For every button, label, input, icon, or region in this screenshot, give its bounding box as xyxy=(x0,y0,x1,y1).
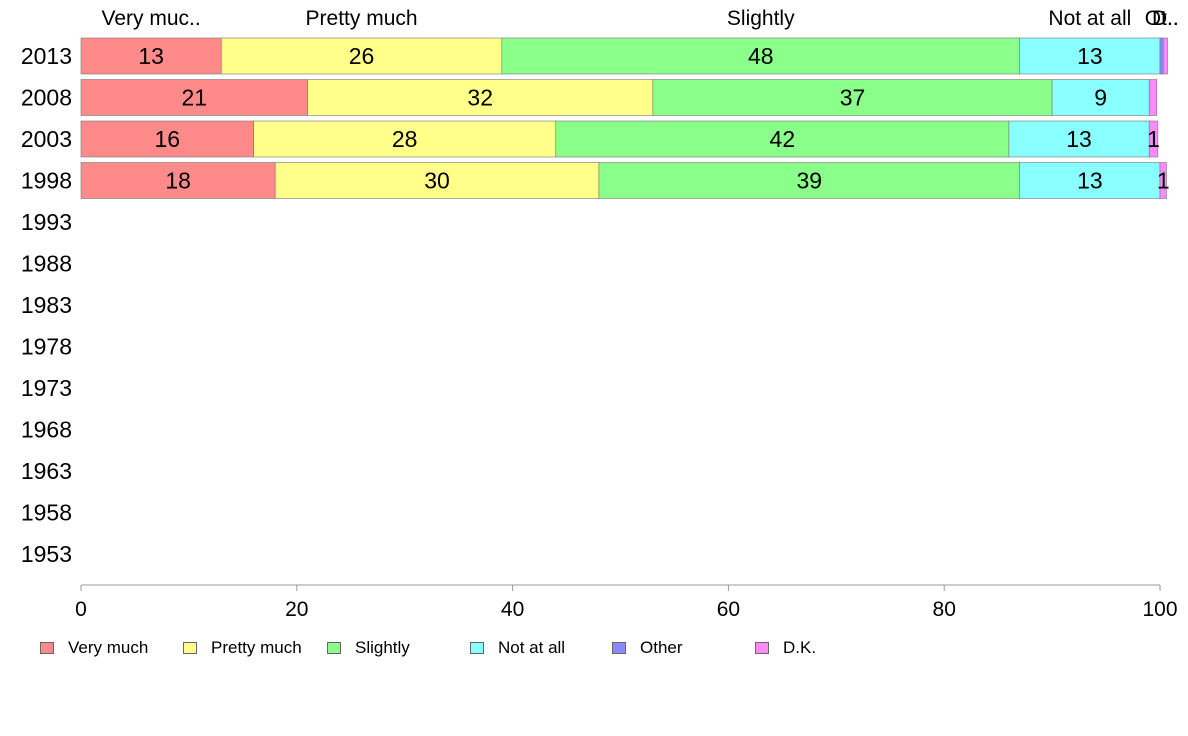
data-label: 37 xyxy=(840,85,866,111)
y-tick-label-1978: 1978 xyxy=(21,334,72,360)
bar-1998-d-k- xyxy=(1159,162,1167,199)
legend-item-slightly: Slightly xyxy=(327,636,410,660)
y-tick-label-2003: 2003 xyxy=(21,126,72,152)
top-series-label: Very muc.. xyxy=(102,7,201,30)
chart-legend: Very much Pretty much Slightly Not at all Ot… xyxy=(0,636,1188,660)
x-tick-label: 80 xyxy=(933,598,956,621)
y-tick-label-1973: 1973 xyxy=(21,375,72,401)
bar-2013-not-at-all xyxy=(1019,37,1161,75)
data-label: 13 xyxy=(1077,43,1103,69)
y-tick-label-1958: 1958 xyxy=(21,500,72,526)
bar-2013-d-k- xyxy=(1162,37,1168,75)
legend-label: D.K. xyxy=(783,638,817,657)
bar-2008-very-much xyxy=(80,79,308,116)
legend-item-d-k-: D.K. xyxy=(755,636,816,660)
top-series-label: Ot.. xyxy=(1145,7,1179,30)
bar-2003-pretty-much xyxy=(253,120,557,158)
x-tick-label: 20 xyxy=(285,598,308,621)
bar-2013-other xyxy=(1159,37,1164,75)
top-series-label: Not at all xyxy=(1048,7,1131,30)
data-label: 13 xyxy=(138,43,164,69)
x-tick-label: 40 xyxy=(501,598,524,621)
legend-label: Not at all xyxy=(498,638,566,657)
data-label: 13 xyxy=(1077,168,1103,194)
y-tick-label-1993: 1993 xyxy=(21,209,72,235)
x-tick-label: 100 xyxy=(1142,598,1177,621)
x-tick-label: 0 xyxy=(75,598,87,621)
legend-item-not-at-all: Not at all xyxy=(470,636,565,660)
top-series-label: Pretty much xyxy=(306,7,418,30)
bar-2008-pretty-much xyxy=(307,79,654,116)
bar-2013-very-much xyxy=(80,37,222,75)
data-label: 42 xyxy=(770,126,796,152)
y-tick-label-2013: 2013 xyxy=(21,43,72,69)
y-tick-label-1953: 1953 xyxy=(21,541,72,567)
y-tick-label-1988: 1988 xyxy=(21,251,72,277)
legend-swatch xyxy=(755,642,769,654)
data-label: 9 xyxy=(1094,85,1107,111)
data-label: 1 xyxy=(1147,126,1160,152)
data-label: 18 xyxy=(165,168,191,194)
legend-label: Very much xyxy=(68,638,149,657)
legend-swatch xyxy=(183,642,197,654)
bar-2013-slightly xyxy=(501,37,1021,75)
data-label: 21 xyxy=(181,85,207,111)
y-tick-label-1963: 1963 xyxy=(21,458,72,484)
legend-swatch xyxy=(470,642,484,654)
data-label: 39 xyxy=(797,168,823,194)
top-series-label: Slightly xyxy=(727,7,795,30)
y-tick-label-2008: 2008 xyxy=(21,85,72,111)
x-tick-label: 60 xyxy=(717,598,740,621)
data-label: 28 xyxy=(392,126,418,152)
bar-2013-pretty-much xyxy=(220,37,503,75)
bar-2008-d-k- xyxy=(1148,79,1158,116)
bar-2008-slightly xyxy=(652,79,1053,116)
legend-label: Other xyxy=(640,638,683,657)
legend-swatch xyxy=(612,642,626,654)
legend-label: Slightly xyxy=(355,638,410,657)
data-label: 26 xyxy=(349,43,375,69)
legend-item-other: Other xyxy=(612,636,683,660)
legend-item-very-much: Very much xyxy=(40,636,148,660)
data-label: 1 xyxy=(1157,168,1170,194)
y-tick-label-1968: 1968 xyxy=(21,417,72,443)
bar-2003-not-at-all xyxy=(1008,120,1150,158)
bar-2003-very-much xyxy=(80,120,254,158)
data-label: 13 xyxy=(1066,126,1092,152)
bar-1998-slightly xyxy=(598,162,1021,199)
legend-label: Pretty much xyxy=(211,638,302,657)
data-label: 32 xyxy=(467,85,493,111)
data-label: 30 xyxy=(424,168,450,194)
y-tick-label-1983: 1983 xyxy=(21,292,72,318)
legend-item-pretty-much: Pretty much xyxy=(183,636,302,660)
data-label: 16 xyxy=(155,126,181,152)
bar-2003-d-k- xyxy=(1148,120,1159,158)
top-series-label: D.. xyxy=(1152,7,1179,30)
y-tick-label-1998: 1998 xyxy=(21,168,72,194)
legend-swatch xyxy=(327,642,341,654)
data-label: 48 xyxy=(748,43,774,69)
bar-1998-very-much xyxy=(80,162,276,199)
bar-1998-pretty-much xyxy=(274,162,600,199)
legend-swatch xyxy=(40,642,54,654)
stacked-bar-chart: 2013200820031998199319881983197819731968… xyxy=(21,7,1179,621)
bar-2008-not-at-all xyxy=(1051,79,1150,116)
